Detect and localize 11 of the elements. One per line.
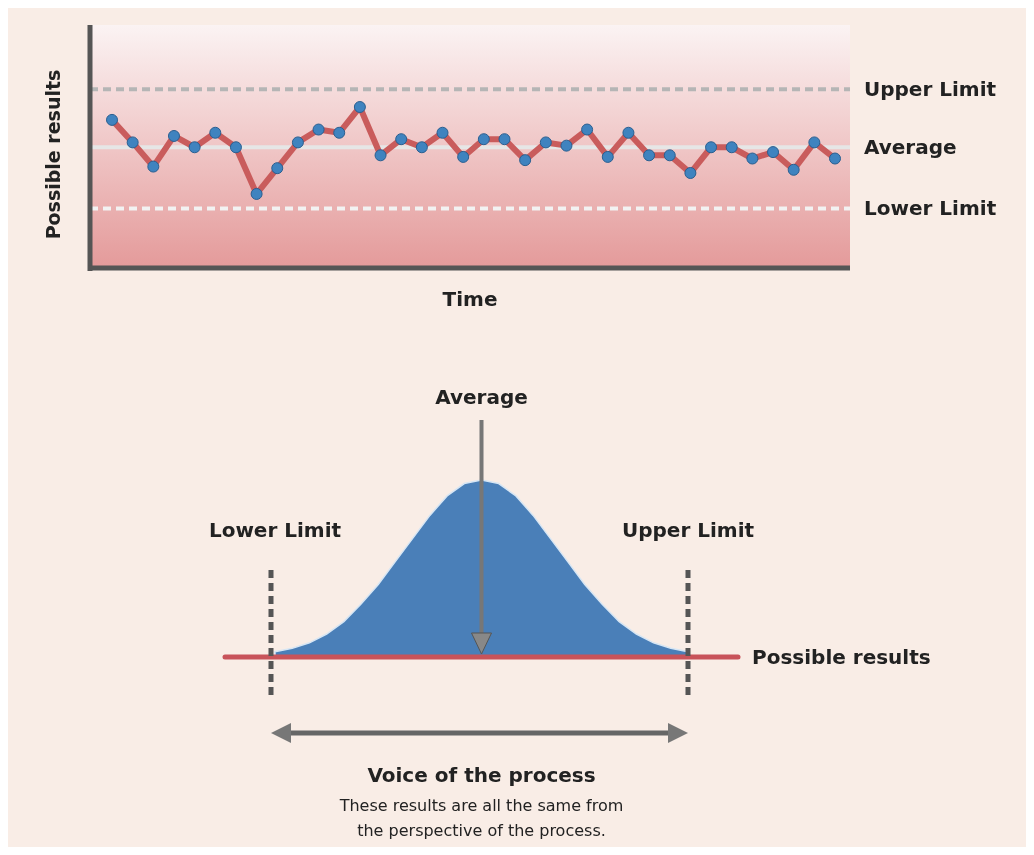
- x-axis-title: Possible results: [752, 645, 931, 669]
- annotation: Upper Limit: [621, 518, 755, 542]
- text: Average: [435, 385, 528, 409]
- x-axis-title: Time: [442, 287, 498, 311]
- y-axis-title: Possible results: [42, 69, 64, 240]
- ref-line-label: Average: [864, 135, 957, 160]
- text: Voice of the process: [367, 763, 596, 787]
- ref-line-label: Lower Limit: [864, 196, 997, 221]
- text: These results are all the same from the perspective of the process.: [338, 795, 624, 841]
- annotation: Lower Limit: [208, 518, 342, 542]
- ref-line-label: Upper Limit: [864, 77, 997, 102]
